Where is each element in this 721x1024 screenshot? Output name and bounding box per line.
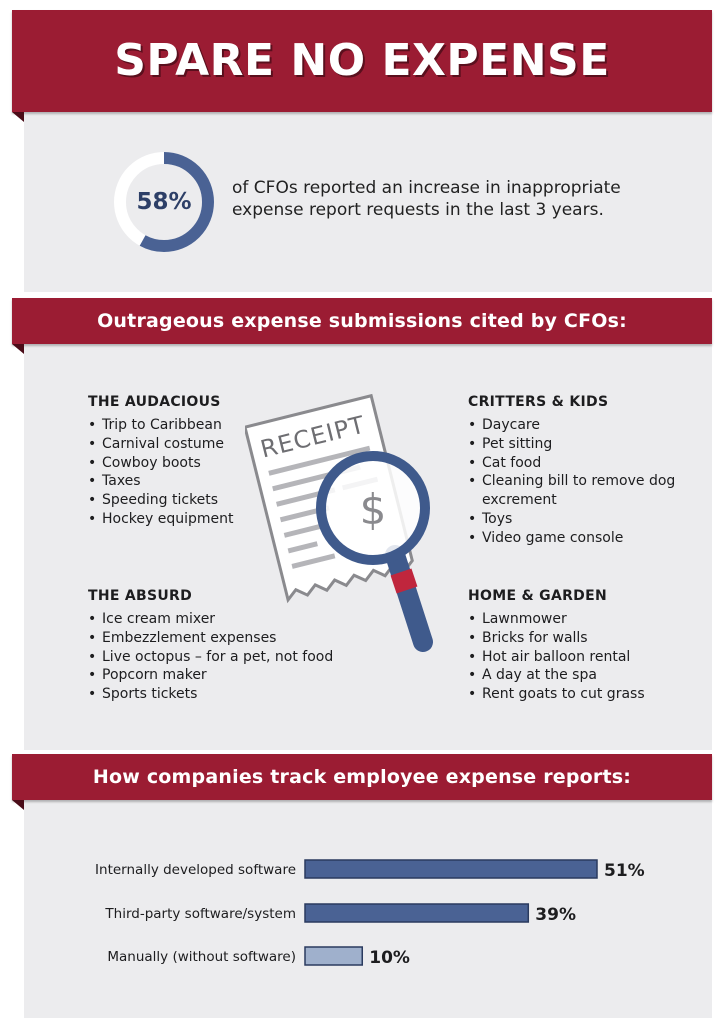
list-item: Toys (468, 510, 698, 529)
group-title: HOME & GARDEN (468, 588, 607, 604)
group-critters-kids: CRITTERS & KIDS DaycarePet sittingCat fo… (468, 394, 698, 548)
stat-value: 58% (136, 189, 192, 215)
category-label: Third-party software/system (104, 906, 296, 922)
list-item: Popcorn maker (88, 666, 388, 685)
group-list: Trip to CaribbeanCarnival costumeCowboy … (88, 416, 348, 529)
list-item: Trip to Caribbean (88, 416, 348, 435)
receipt-magnifier-illustration: RECEIPT $ (245, 393, 433, 652)
list-item: Speeding tickets (88, 491, 348, 510)
list-item: Cowboy boots (88, 454, 348, 473)
category-label: Manually (without software) (107, 949, 296, 965)
bar (304, 859, 598, 879)
list-item: Carnival costume (88, 435, 348, 454)
category-label: Internally developed software (95, 862, 296, 878)
list-item: Bricks for walls (468, 629, 698, 648)
list-item: Hockey equipment (88, 510, 348, 529)
list-item: Cleaning bill to remove dog excrement (468, 472, 698, 510)
group-list: Ice cream mixerEmbezzlement expensesLive… (88, 610, 388, 704)
group-audacious: THE AUDACIOUS Trip to CaribbeanCarnival … (88, 394, 348, 529)
bar (304, 946, 364, 966)
list-item: Ice cream mixer (88, 610, 388, 629)
stat-text-line2: expense report requests in the last 3 ye… (232, 200, 604, 220)
list-item: Lawnmower (468, 610, 698, 629)
bar (304, 903, 530, 923)
list-item: Cat food (468, 454, 698, 473)
list-item: Sports tickets (88, 685, 388, 704)
dollar-symbol: $ (360, 485, 387, 534)
bar-value-label: 51% (604, 861, 645, 881)
list-item: Live octopus – for a pet, not food (88, 648, 388, 667)
stat-text: of CFOs reported an increase in inapprop… (232, 177, 652, 221)
group-title: CRITTERS & KIDS (468, 394, 609, 410)
group-list: DaycarePet sittingCat foodCleaning bill … (468, 416, 698, 548)
banner-fold (12, 344, 24, 354)
list-item: Daycare (468, 416, 698, 435)
bar-value-label: 10% (369, 948, 410, 968)
group-title: THE AUDACIOUS (88, 394, 221, 410)
list-item: Pet sitting (468, 435, 698, 454)
list-item: Video game console (468, 529, 698, 548)
list-item: Taxes (88, 472, 348, 491)
group-title: THE ABSURD (88, 588, 193, 604)
stat-ring-fill (114, 152, 214, 252)
banner-fold (12, 800, 24, 810)
title-banner: SPARE NO EXPENSE (12, 10, 712, 122)
list-item: Rent goats to cut grass (468, 685, 698, 704)
page-title: SPARE NO EXPENSE (114, 35, 610, 86)
section-title-tracking: How companies track employee expense rep… (92, 766, 632, 788)
section-title-submissions: Outrageous expense submissions cited by … (97, 310, 627, 332)
group-absurd: THE ABSURD Ice cream mixerEmbezzlement e… (88, 588, 388, 704)
section-banner-submissions: Outrageous expense submissions cited by … (12, 298, 712, 354)
list-item: A day at the spa (468, 666, 698, 685)
stat-text-line1: of CFOs reported an increase in inapprop… (232, 178, 621, 198)
group-home-garden: HOME & GARDEN LawnmowerBricks for wallsH… (468, 588, 698, 704)
bar-value-label: 39% (535, 905, 576, 925)
stat-ring (114, 152, 214, 252)
banner-fold (12, 112, 24, 122)
section-banner-tracking: How companies track employee expense rep… (12, 754, 712, 810)
list-item: Embezzlement expenses (88, 629, 388, 648)
magnifier-icon: $ (316, 451, 433, 652)
group-list: LawnmowerBricks for wallsHot air balloon… (468, 610, 698, 704)
tracking-bar-chart: Internally developed software 51% Third-pa… (95, 859, 645, 968)
list-item: Hot air balloon rental (468, 648, 698, 667)
bottom-panel (24, 786, 712, 1018)
